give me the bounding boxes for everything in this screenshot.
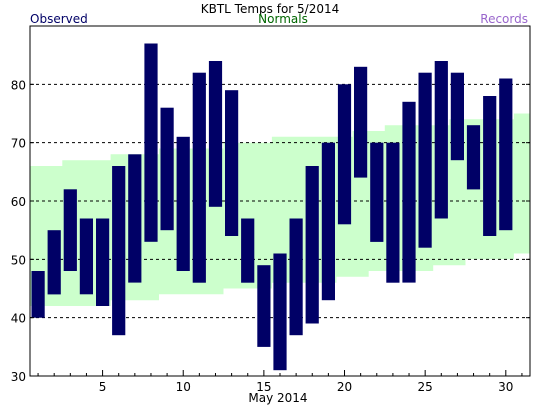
legend-records-label: Records bbox=[480, 12, 528, 26]
chart-title: KBTL Temps for 5/2014 bbox=[201, 2, 340, 16]
observed-bar-day-6 bbox=[112, 166, 126, 336]
legend-normals-label: Normals bbox=[258, 12, 308, 26]
observed-bar-day-21 bbox=[354, 66, 368, 178]
observed-bar-day-20 bbox=[337, 84, 352, 225]
observed-bar-day-27 bbox=[450, 72, 464, 161]
observed-bar-day-5 bbox=[96, 218, 110, 306]
x-tick-label-30: 30 bbox=[498, 380, 513, 394]
x-tick-label-15: 15 bbox=[256, 380, 271, 394]
observed-bar-day-18 bbox=[305, 166, 319, 324]
observed-bar-day-26 bbox=[434, 61, 448, 219]
observed-bar-day-19 bbox=[321, 142, 335, 301]
observed-bar-day-8 bbox=[144, 43, 158, 242]
observed-bar-day-15 bbox=[257, 265, 271, 347]
observed-bar-day-16 bbox=[273, 253, 287, 371]
observed-bar-day-30 bbox=[499, 78, 513, 231]
observed-bar-day-29 bbox=[483, 96, 497, 236]
x-tick-label-25: 25 bbox=[418, 380, 433, 394]
legend-observed-label: Observed bbox=[30, 12, 88, 26]
observed-bar-day-17 bbox=[289, 218, 303, 336]
observed-bar-day-3 bbox=[63, 189, 77, 271]
observed-bar-day-4 bbox=[79, 218, 93, 295]
observed-bar-day-28 bbox=[466, 125, 481, 190]
observed-bar-day-24 bbox=[402, 101, 416, 283]
y-tick-label-80: 80 bbox=[11, 78, 26, 92]
y-tick-label-40: 40 bbox=[11, 312, 26, 326]
observed-bar-day-1 bbox=[31, 271, 45, 318]
observed-bar-day-12 bbox=[208, 61, 223, 207]
y-tick-label-60: 60 bbox=[11, 195, 26, 209]
x-axis-label: May 2014 bbox=[248, 391, 307, 405]
y-tick-label-50: 50 bbox=[11, 253, 26, 267]
observed-bar-day-11 bbox=[192, 72, 206, 283]
observed-bar-day-9 bbox=[160, 107, 174, 231]
observed-bar-day-25 bbox=[418, 72, 432, 248]
observed-bar-day-14 bbox=[241, 218, 255, 283]
plot-area: 30 40 50 60 70 80 5 10 15 20 25 30 bbox=[11, 25, 531, 394]
x-tick-label-5: 5 bbox=[99, 380, 107, 394]
y-tick-label-30: 30 bbox=[11, 370, 26, 384]
x-tick-label-10: 10 bbox=[176, 380, 191, 394]
observed-bar-day-22 bbox=[370, 142, 384, 242]
x-tick-label-20: 20 bbox=[337, 380, 352, 394]
observed-bar-day-23 bbox=[386, 142, 400, 283]
y-tick-label-70: 70 bbox=[11, 137, 26, 151]
observed-bar-day-7 bbox=[128, 154, 142, 283]
observed-bar-day-2 bbox=[47, 230, 61, 295]
observed-bar-day-13 bbox=[225, 90, 239, 236]
observed-bar-day-10 bbox=[176, 136, 190, 271]
